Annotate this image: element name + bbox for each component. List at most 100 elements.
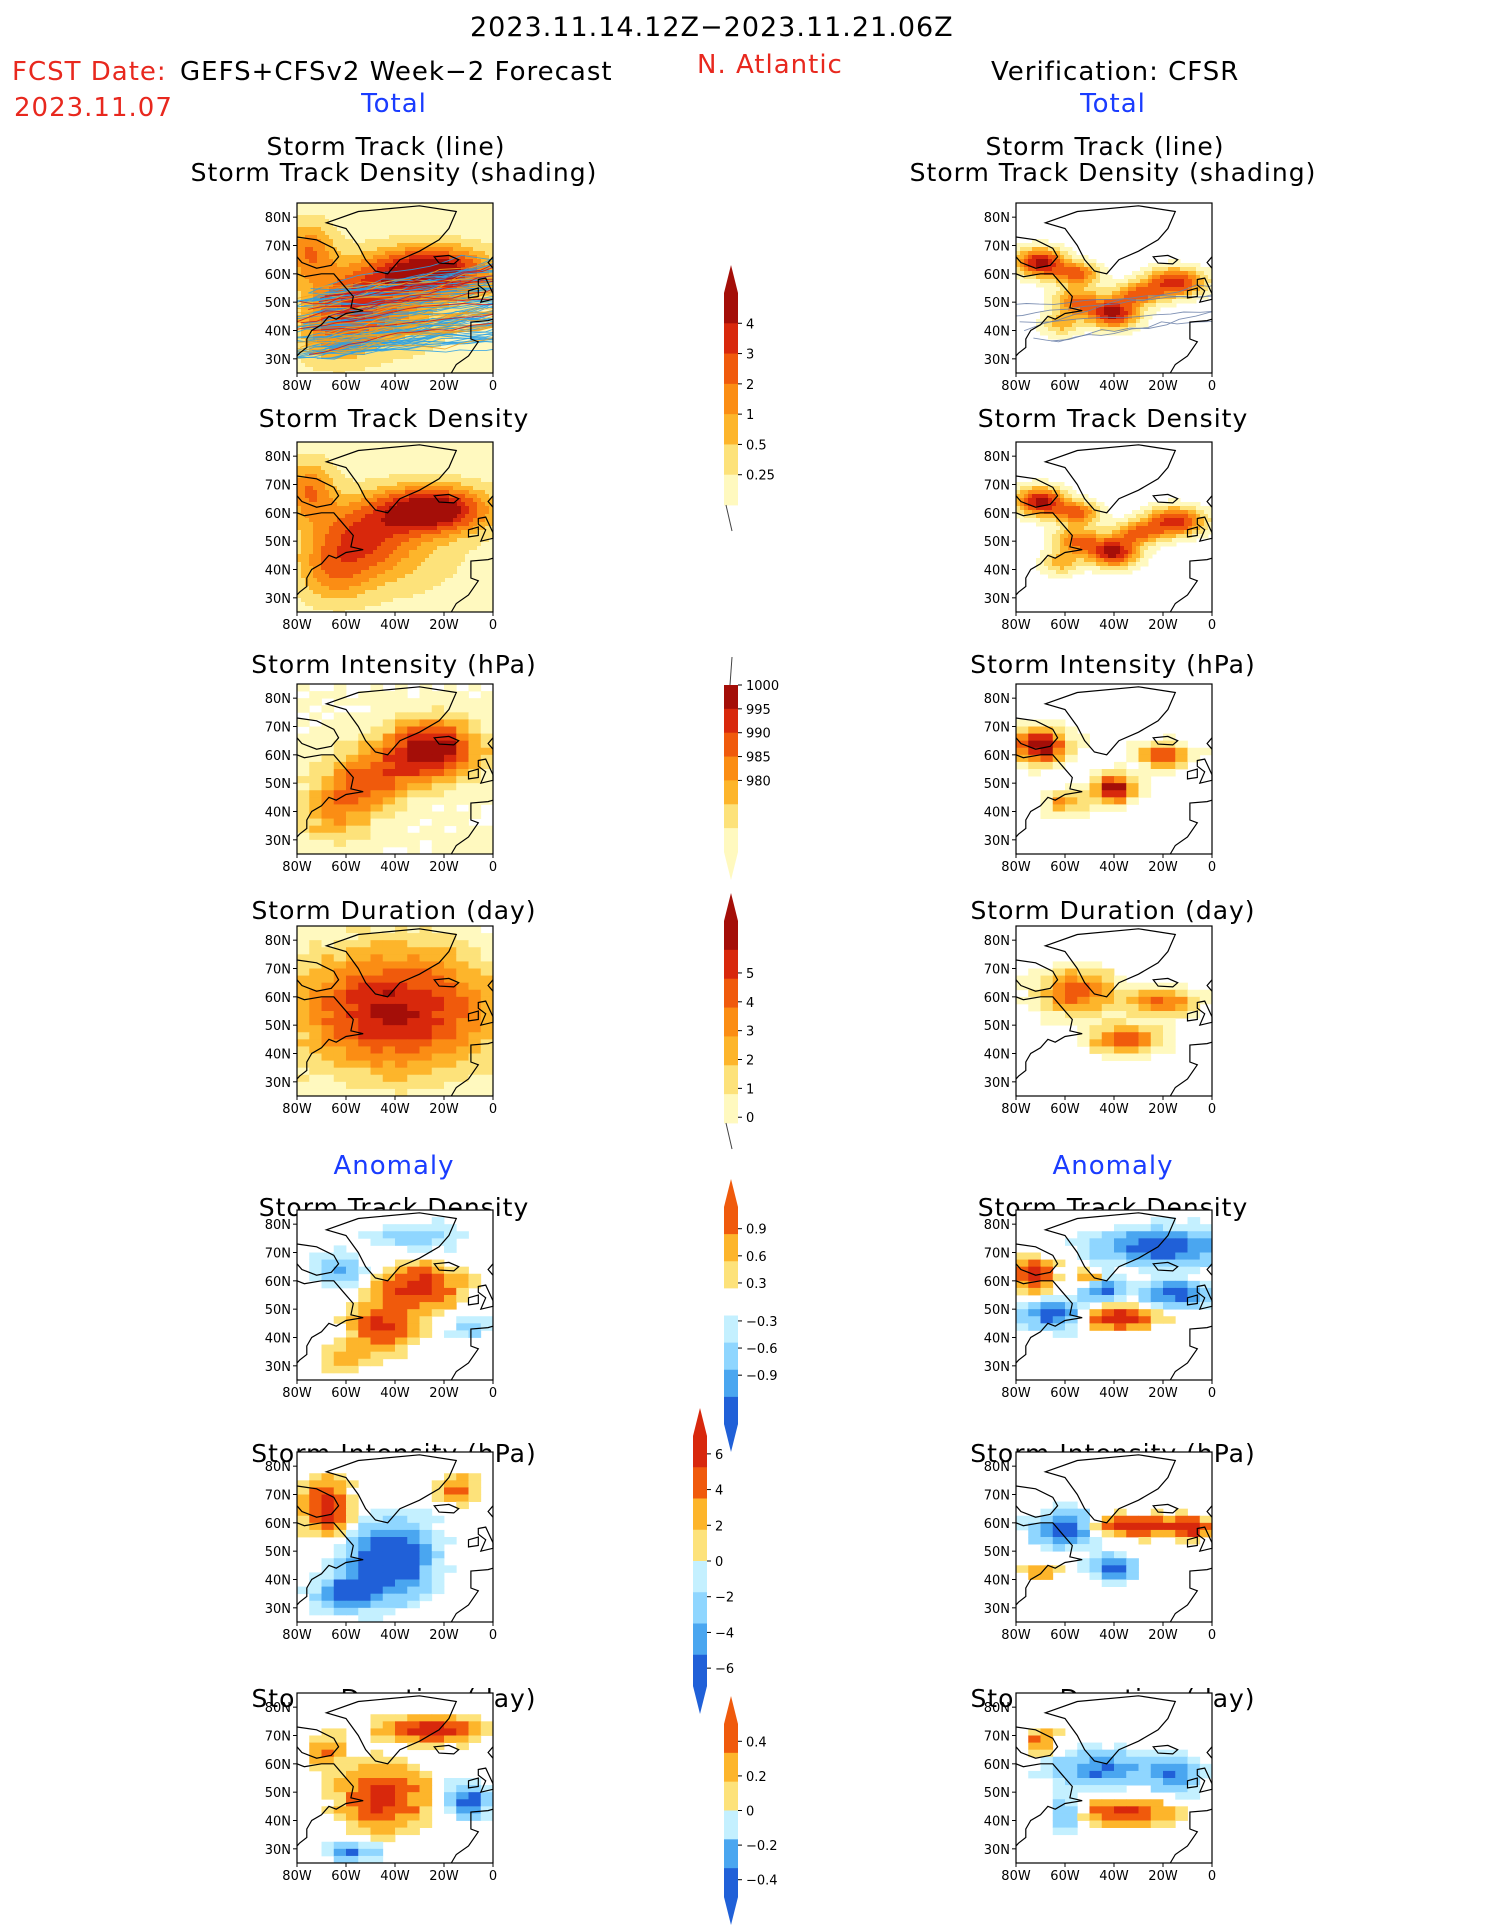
- fc-density-cell: [329, 478, 334, 483]
- fc-density-cell: [385, 518, 390, 523]
- fc-track-cell: [381, 247, 386, 252]
- fc-density-cell: [461, 474, 466, 479]
- fc-density-cell: [465, 590, 470, 595]
- fc-density-cell: [313, 518, 318, 523]
- fc-density-cell: [465, 550, 470, 555]
- fc-density-cell: [333, 594, 338, 599]
- cf-track-cell: [1060, 331, 1065, 336]
- cf-track-cell: [1160, 295, 1165, 300]
- fc-density-cell: [305, 498, 310, 503]
- fc-track-cell: [489, 235, 493, 240]
- fc-density-cell: [301, 494, 306, 499]
- fc-track-cell: [457, 351, 462, 356]
- fc-track-cell: [325, 311, 330, 316]
- fc-density-cell: [385, 478, 390, 483]
- fc-track-cell: [481, 355, 486, 360]
- fc-density-cell: [345, 574, 350, 579]
- fc-track-cell: [465, 287, 470, 292]
- fc-density-cell: [397, 530, 402, 535]
- fc-track-cell: [409, 319, 414, 324]
- fc-density-cell: [409, 538, 414, 543]
- fc-density-cell: [353, 598, 358, 603]
- fc-track-cell: [373, 367, 378, 372]
- fc-track-cell: [305, 219, 310, 224]
- fc-track-cell: [301, 359, 306, 364]
- fc-track-cell: [333, 267, 338, 272]
- cf-track-cell: [1040, 247, 1045, 252]
- fc-density-cell: [405, 454, 410, 459]
- fc-density-cell: [385, 562, 390, 567]
- fc-density-cell: [369, 550, 374, 555]
- cf-track-cell: [1192, 267, 1197, 272]
- fc-density-cell: [381, 466, 386, 471]
- cf-track-cell: [1096, 287, 1101, 292]
- fc-density-cell: [437, 454, 442, 459]
- fc-density-cell: [345, 498, 350, 503]
- fc-density-cell: [465, 490, 470, 495]
- fc-density-cell: [361, 562, 366, 567]
- fc-track-cell: [365, 211, 370, 216]
- fc-track-cell: [341, 251, 346, 256]
- fc-track-cell: [309, 211, 314, 216]
- cf-track-cell: [1140, 283, 1145, 288]
- fc-track-cell: [481, 223, 486, 228]
- fc-track-cell: [337, 251, 342, 256]
- fc-track-cell: [349, 203, 354, 208]
- fc-track-cell: [429, 207, 434, 212]
- fc-track-cell: [437, 339, 442, 344]
- fc-density-cell: [341, 562, 346, 567]
- fc-density-cell: [377, 470, 382, 475]
- fc-density-cell: [337, 498, 342, 503]
- cf-track-cell: [1100, 323, 1105, 328]
- fc-density-cell: [389, 542, 394, 547]
- fc-track-cell: [401, 219, 406, 224]
- fc-track-cell: [461, 351, 466, 356]
- cf-track-cell: [1156, 307, 1161, 312]
- fc-track-blue-track: [322, 334, 493, 356]
- fc-track-cell: [477, 287, 482, 292]
- fc-density-cell: [477, 498, 482, 503]
- fc-density-cell: [309, 522, 314, 527]
- cf-track-cell: [1072, 299, 1077, 304]
- fc-track-cell: [361, 235, 366, 240]
- cf-track-cell: [1156, 271, 1161, 276]
- cf-track-cell: [1104, 323, 1109, 328]
- fc-density-cell: [485, 442, 490, 447]
- fc-density-cell: [397, 574, 402, 579]
- fc-track-cell: [313, 231, 318, 236]
- cf-track-cell: [1064, 327, 1069, 332]
- fc-track-cell: [377, 279, 382, 284]
- fc-density-cell: [301, 534, 306, 539]
- fc-track-cell: [393, 271, 398, 276]
- fc-density-cell: [385, 542, 390, 547]
- fc-track-cell: [297, 291, 302, 296]
- fc-track-cell: [425, 347, 430, 352]
- cf-track-cell: [1108, 287, 1113, 292]
- fc-track-cell: [449, 211, 454, 216]
- fc-density-cell: [321, 526, 326, 531]
- fc-track-cell: [309, 271, 314, 276]
- fc-track-cell: [477, 367, 482, 372]
- fc-track-cell: [317, 283, 322, 288]
- fc-track-cell: [461, 255, 466, 260]
- fc-track-cell: [321, 327, 326, 332]
- cf-track-cell: [1096, 331, 1101, 336]
- cf-track-cell: [1076, 287, 1081, 292]
- fc-track-cell: [405, 203, 410, 208]
- fc-density-cell: [337, 454, 342, 459]
- cf-track-cell: [1016, 263, 1021, 268]
- fc-density-cell: [301, 582, 306, 587]
- fc-density-cell: [309, 582, 314, 587]
- fc-track-cell: [437, 367, 442, 372]
- fc-density-cell: [441, 478, 446, 483]
- fc-density-cell: [317, 550, 322, 555]
- fc-density-cell: [333, 522, 338, 527]
- fc-track-cell: [373, 327, 378, 332]
- fc-density-cell: [417, 558, 422, 563]
- fc-track-cell: [413, 359, 418, 364]
- fc-density-cell: [441, 586, 446, 591]
- fc-density-cell: [397, 526, 402, 531]
- cf-track-cell: [1068, 267, 1073, 272]
- fc-density-cell: [321, 530, 326, 535]
- fc-track-cell: [377, 315, 382, 320]
